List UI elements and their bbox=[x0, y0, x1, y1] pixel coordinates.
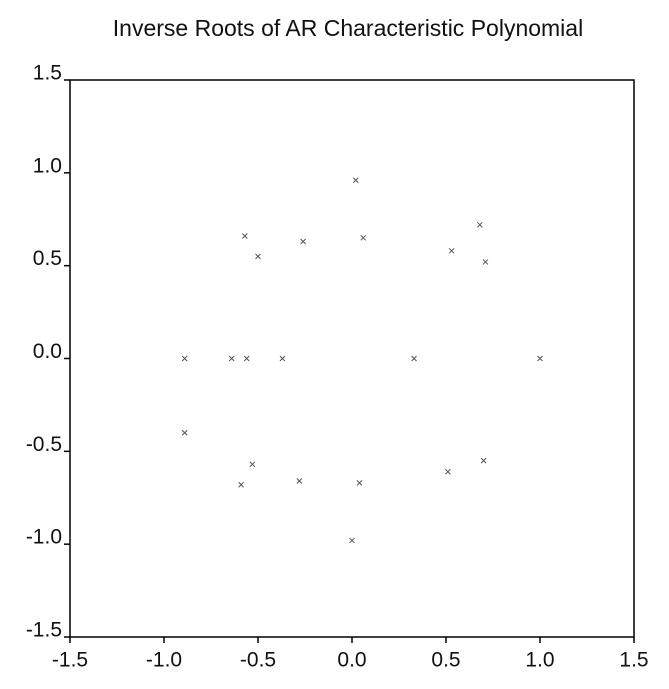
point bbox=[228, 355, 235, 362]
point bbox=[241, 233, 248, 239]
y-tick-label: 1.0 bbox=[33, 154, 62, 177]
y-tick-label: 0.5 bbox=[33, 247, 62, 270]
chart-title: Inverse Roots of AR Characteristic Polyn… bbox=[113, 15, 583, 41]
point bbox=[238, 481, 244, 488]
point bbox=[352, 177, 359, 184]
point bbox=[181, 429, 188, 436]
point bbox=[445, 468, 451, 475]
plot-frame bbox=[69, 79, 635, 638]
y-tick-label: 1.5 bbox=[33, 62, 62, 85]
point bbox=[279, 355, 286, 362]
x-tick-label: -1.0 bbox=[146, 649, 182, 672]
point bbox=[300, 238, 306, 245]
x-tick-label: 1.5 bbox=[619, 649, 648, 672]
x-tick-label: 0.0 bbox=[337, 649, 366, 672]
point bbox=[356, 480, 363, 486]
y-tick-label: -1.0 bbox=[26, 526, 62, 549]
x-tick-label: 1.0 bbox=[525, 649, 554, 672]
point bbox=[480, 457, 487, 464]
point bbox=[360, 234, 367, 241]
y-tick-label: -0.5 bbox=[26, 433, 62, 456]
point bbox=[448, 247, 455, 254]
point bbox=[249, 461, 256, 468]
y-tick-label: -1.5 bbox=[26, 619, 62, 642]
point bbox=[411, 355, 417, 362]
y-tick-label: 0.0 bbox=[33, 340, 62, 363]
point bbox=[181, 355, 188, 362]
point bbox=[349, 537, 355, 544]
x-tick-label: -0.5 bbox=[240, 649, 276, 672]
x-tick-label: -1.5 bbox=[52, 649, 88, 672]
point bbox=[296, 478, 303, 484]
point bbox=[476, 221, 483, 228]
point bbox=[255, 253, 261, 260]
point bbox=[243, 355, 250, 362]
point bbox=[482, 259, 489, 265]
x-tick-label: 0.5 bbox=[431, 649, 460, 672]
point bbox=[537, 355, 543, 362]
